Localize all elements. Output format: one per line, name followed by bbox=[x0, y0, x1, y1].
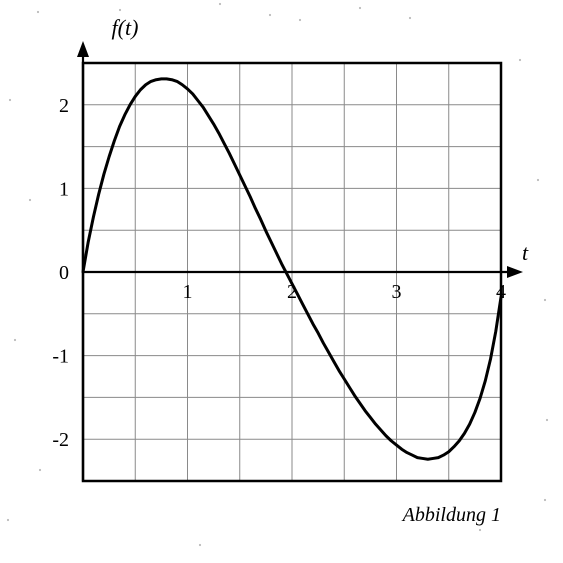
y-tick-label: 1 bbox=[59, 178, 69, 200]
noise-dot bbox=[409, 17, 411, 19]
noise-dot bbox=[359, 7, 361, 9]
function-plot: -2 -1 0 1 2 1 2 3 4 f(t) t Abbildung 1 bbox=[0, 0, 563, 563]
noise-dot bbox=[219, 3, 221, 5]
y-tick-label: 2 bbox=[59, 95, 69, 117]
noise-dot bbox=[537, 179, 539, 181]
noise-dot bbox=[7, 519, 9, 521]
noise-dot bbox=[299, 19, 301, 21]
noise-dot bbox=[37, 11, 39, 13]
figure-caption: Abbildung 1 bbox=[401, 504, 501, 526]
y-tick-label: -2 bbox=[52, 429, 69, 451]
x-tick-label: 4 bbox=[496, 281, 506, 303]
noise-dot bbox=[544, 499, 546, 501]
noise-dot bbox=[39, 469, 41, 471]
noise-dot bbox=[544, 299, 546, 301]
plot-bg bbox=[0, 0, 563, 563]
noise-dot bbox=[269, 14, 271, 16]
noise-dot bbox=[479, 529, 481, 531]
noise-dot bbox=[519, 59, 521, 61]
x-axis-label: t bbox=[522, 240, 529, 265]
noise-dot bbox=[119, 9, 121, 11]
noise-dot bbox=[199, 544, 201, 546]
noise-dot bbox=[14, 339, 16, 341]
noise-dot bbox=[9, 99, 11, 101]
noise-dot bbox=[546, 419, 548, 421]
y-tick-label: -1 bbox=[52, 346, 69, 368]
x-tick-label: 2 bbox=[287, 281, 297, 303]
y-tick-label: 0 bbox=[59, 262, 69, 284]
y-axis-label: f(t) bbox=[112, 15, 139, 40]
x-tick-label: 1 bbox=[183, 281, 193, 303]
noise-dot bbox=[29, 199, 31, 201]
x-tick-label: 3 bbox=[392, 281, 402, 303]
